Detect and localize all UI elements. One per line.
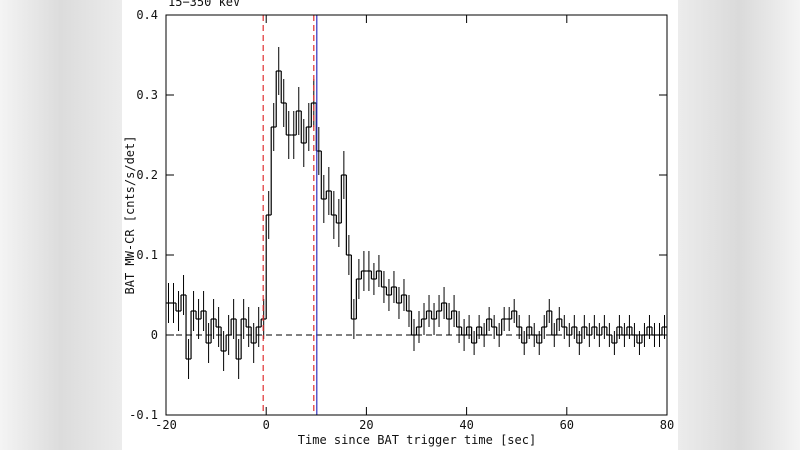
x-tick-label: 0	[263, 418, 270, 432]
y-tick-label: 0	[151, 328, 158, 342]
y-tick-label: 0.3	[136, 88, 158, 102]
x-tick-label: -20	[155, 418, 177, 432]
x-tick-label: 20	[359, 418, 373, 432]
y-axis-label: BAT MW-CR [cnts/s/det]	[123, 136, 137, 295]
x-tick-label: 60	[560, 418, 574, 432]
backdrop-right	[678, 0, 800, 450]
x-tick-label: 80	[660, 418, 674, 432]
chart-title: 15−350 keV	[168, 0, 240, 9]
y-tick-label: -0.1	[129, 408, 158, 422]
y-tick-label: 0.2	[136, 168, 158, 182]
x-tick-label: 40	[459, 418, 473, 432]
plot-frame	[165, 14, 668, 416]
figure	[122, 0, 678, 450]
y-tick-label: 0.4	[136, 8, 158, 22]
backdrop-left	[0, 0, 122, 450]
x-axis-label: Time since BAT trigger time [sec]	[298, 433, 536, 447]
y-tick-label: 0.1	[136, 248, 158, 262]
